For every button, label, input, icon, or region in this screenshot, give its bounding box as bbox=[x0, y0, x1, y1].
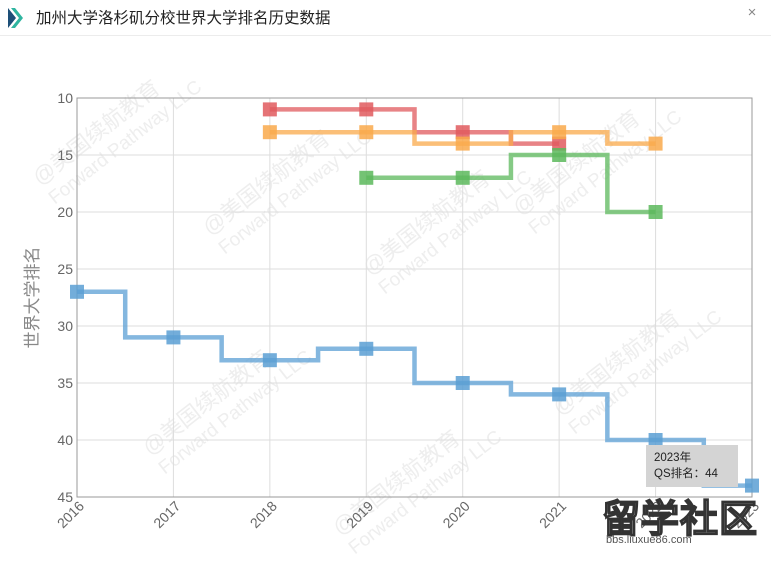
x-tick-label: 2021 bbox=[536, 498, 569, 531]
data-point bbox=[552, 148, 567, 162]
x-tick-label: 2018 bbox=[247, 498, 280, 531]
tooltip-year: 2023年 bbox=[654, 452, 692, 464]
y-axis-label: 世界大学排名 bbox=[23, 247, 42, 349]
brand-url: bbs.liuxue86.com bbox=[606, 534, 692, 546]
series-3 bbox=[70, 284, 759, 493]
logo-icon bbox=[8, 8, 23, 28]
page-title: 加州大学洛杉矶分校世界大学排名历史数据 bbox=[36, 10, 331, 27]
series-line bbox=[269, 129, 656, 146]
brand-watermark: 留学社区 bbs.liuxue86.com bbox=[601, 488, 770, 548]
data-point bbox=[648, 205, 663, 219]
data-point bbox=[166, 330, 181, 345]
data-point bbox=[455, 376, 470, 390]
brand-name: 留学社区 bbox=[601, 496, 759, 542]
data-point bbox=[552, 136, 567, 151]
data-point bbox=[262, 125, 277, 140]
data-point bbox=[552, 125, 567, 140]
data-point bbox=[262, 102, 277, 117]
series-line bbox=[366, 152, 656, 215]
data-point bbox=[359, 341, 374, 356]
series-2 bbox=[359, 148, 663, 219]
x-tick-label: 2017 bbox=[150, 498, 183, 531]
series-1 bbox=[262, 125, 663, 151]
y-tick-label: 10 bbox=[57, 90, 73, 106]
x-tick-label: 2020 bbox=[439, 498, 472, 531]
data-point bbox=[648, 433, 663, 447]
y-tick-labels: 10 15 20 25 30 35 40 45 bbox=[57, 90, 73, 505]
series-line bbox=[77, 289, 752, 488]
data-point bbox=[359, 125, 374, 140]
y-tick-label: 35 bbox=[57, 375, 73, 391]
data-point bbox=[455, 170, 470, 185]
y-tick-label: 40 bbox=[57, 432, 73, 448]
data-point bbox=[745, 478, 759, 493]
y-tick-label: 15 bbox=[57, 147, 73, 163]
dialog-header: 加州大学洛杉矶分校世界大学排名历史数据 × bbox=[0, 0, 771, 36]
y-tick-label: 30 bbox=[57, 318, 73, 334]
y-tick-label: 45 bbox=[57, 489, 73, 505]
data-point bbox=[359, 170, 374, 185]
data-point bbox=[455, 125, 470, 140]
data-point bbox=[359, 102, 374, 117]
data-point bbox=[70, 284, 84, 299]
tooltip-rank: QS排名：44 bbox=[654, 468, 718, 480]
close-button[interactable]: × bbox=[747, 4, 757, 21]
series-group bbox=[70, 102, 759, 493]
data-point bbox=[455, 136, 470, 151]
tooltip: 2023年 QS排名：44 bbox=[646, 445, 738, 487]
data-point bbox=[552, 387, 567, 402]
y-tick-label: 25 bbox=[57, 261, 73, 277]
data-point bbox=[648, 136, 663, 151]
y-tick-label: 20 bbox=[57, 204, 73, 220]
data-point bbox=[262, 353, 277, 368]
